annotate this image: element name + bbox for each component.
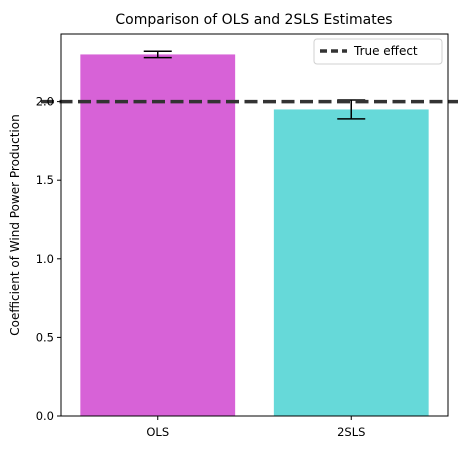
bar-2sls [274,109,429,416]
y-tick-label: 0.0 [36,409,54,423]
y-tick-label: 1.5 [36,173,54,187]
y-tick-label: 0.5 [36,330,54,344]
x-axis-ticks: OLS 2SLS [146,416,365,439]
y-tick-label: 2.0 [36,95,54,109]
chart-title: Comparison of OLS and 2SLS Estimates [115,12,392,28]
x-tick-label-2sls: 2SLS [337,425,365,439]
y-axis-ticks: 0.0 0.5 1.0 1.5 2.0 [36,95,61,423]
y-tick-label: 1.0 [36,252,54,266]
bars-group [80,54,428,416]
y-axis-label: Coefficient of Wind Power Production [8,114,22,335]
x-tick-label-ols: OLS [146,425,169,439]
legend: True effect [314,39,442,64]
bar-ols [80,54,235,416]
legend-label-true-effect: True effect [353,44,418,58]
